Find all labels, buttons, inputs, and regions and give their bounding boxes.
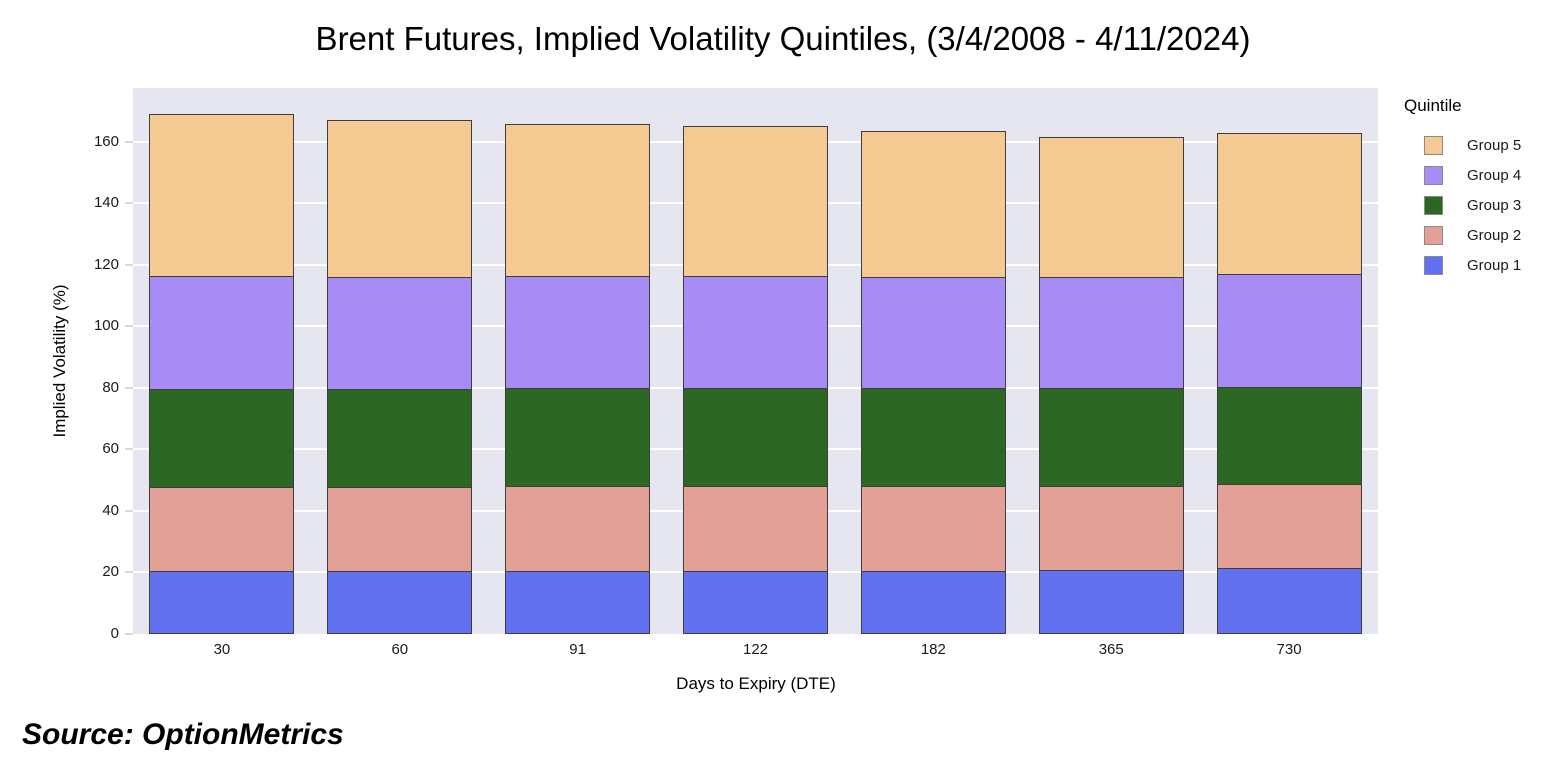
bar-segment-group-1-dte-122 xyxy=(683,570,828,634)
x-tick-label: 365 xyxy=(1098,641,1124,658)
bar-segment-group-2-dte-60 xyxy=(327,486,473,572)
bar-segment-group-4-dte-60 xyxy=(327,276,473,390)
legend-label: Group 1 xyxy=(1467,256,1522,274)
bar-segment-group-1-dte-182 xyxy=(860,570,1006,634)
bar-segment-group-1-dte-365 xyxy=(1038,570,1184,634)
plot-area xyxy=(133,88,1378,634)
legend-swatch-icon xyxy=(1424,135,1443,155)
bar-segment-group-1-dte-30 xyxy=(149,570,295,634)
x-axis-title: Days to Expiry (DTE) xyxy=(676,674,836,693)
bar-segment-group-4-dte-730 xyxy=(1216,274,1362,388)
bar-segment-group-1-dte-730 xyxy=(1216,567,1362,634)
x-tick-label: 60 xyxy=(391,641,409,658)
legend-items: Group 5 Group 4 Group 3 Group 2 Group 1 xyxy=(1404,130,1521,280)
bar-segment-group-3-dte-365 xyxy=(1038,388,1184,487)
legend-swatch-icon xyxy=(1424,195,1443,215)
legend-title: Quintile xyxy=(1404,96,1462,115)
y-tick-label: 120 xyxy=(93,255,119,273)
x-tick-label: 30 xyxy=(213,641,231,658)
bar-segment-group-4-dte-122 xyxy=(683,275,828,390)
legend-swatch-icon xyxy=(1424,255,1443,275)
bar-segment-group-2-dte-730 xyxy=(1216,483,1362,569)
legend: Quintile Group 5 Group 4 Group 3 Group 2 Gro… xyxy=(1404,96,1521,280)
x-tick-label: 182 xyxy=(920,641,946,658)
bar-segment-group-4-dte-365 xyxy=(1038,276,1184,390)
legend-label: Group 3 xyxy=(1467,196,1522,214)
bar-segment-group-3-dte-91 xyxy=(505,388,651,487)
bar-segment-group-2-dte-122 xyxy=(683,485,828,572)
y-tick-label: 80 xyxy=(102,378,119,396)
bar-segment-group-3-dte-182 xyxy=(860,388,1006,488)
y-tick-mark xyxy=(125,633,133,635)
y-tick-mark xyxy=(125,325,133,328)
bar-segment-group-4-dte-91 xyxy=(505,275,651,390)
bar-segment-group-3-dte-122 xyxy=(683,388,828,487)
y-tick-mark xyxy=(125,509,133,512)
bar-segment-group-2-dte-365 xyxy=(1038,485,1184,572)
bar-segment-group-2-dte-182 xyxy=(860,486,1006,572)
y-tick-label: 20 xyxy=(102,563,119,581)
y-tick-mark xyxy=(125,571,133,574)
bar-segment-group-2-dte-91 xyxy=(505,485,651,572)
y-tick-label: 100 xyxy=(93,317,119,335)
bar-segment-group-2-dte-30 xyxy=(149,486,295,572)
y-tick-label: 60 xyxy=(102,440,119,458)
y-tick-label: 140 xyxy=(93,194,119,212)
bar-segment-group-5-dte-30 xyxy=(149,113,295,278)
bar-segment-group-3-dte-30 xyxy=(149,388,295,488)
bar-segment-group-5-dte-91 xyxy=(505,124,651,277)
legend-swatch-icon xyxy=(1424,165,1443,185)
bar-segment-group-1-dte-91 xyxy=(505,570,651,634)
y-tick-mark xyxy=(125,263,133,266)
legend-item-group-4: Group 4 xyxy=(1404,160,1521,190)
y-axis-title: Implied Volatility (%) xyxy=(50,284,69,438)
x-tick-label: 91 xyxy=(569,641,586,658)
bar-segment-group-4-dte-30 xyxy=(149,276,295,390)
legend-label: Group 4 xyxy=(1467,166,1522,184)
legend-item-group-2: Group 2 xyxy=(1404,220,1521,250)
bar-segment-group-4-dte-182 xyxy=(860,276,1006,390)
chart-title: Brent Futures, Implied Volatility Quinti… xyxy=(315,20,1251,57)
y-tick-mark xyxy=(125,140,133,143)
bar-segment-group-5-dte-182 xyxy=(860,131,1006,278)
y-tick-label: 0 xyxy=(110,625,119,642)
bar-segment-group-5-dte-122 xyxy=(683,126,828,277)
bar-segment-group-5-dte-730 xyxy=(1216,133,1362,276)
bar-segment-group-3-dte-730 xyxy=(1216,386,1362,485)
legend-item-group-3: Group 3 xyxy=(1404,190,1521,220)
bar-segment-group-5-dte-60 xyxy=(327,120,473,278)
y-tick-mark xyxy=(125,448,133,451)
legend-item-group-1: Group 1 xyxy=(1404,250,1521,280)
x-tick-label: 730 xyxy=(1276,641,1302,658)
y-tick-label: 160 xyxy=(93,132,119,150)
legend-label: Group 2 xyxy=(1467,226,1522,244)
y-tick-mark xyxy=(125,386,133,389)
bar-segment-group-1-dte-60 xyxy=(327,570,473,634)
legend-label: Group 5 xyxy=(1467,136,1522,154)
bar-segment-group-3-dte-60 xyxy=(327,388,473,488)
legend-item-group-5: Group 5 xyxy=(1404,130,1521,160)
y-tick-label: 40 xyxy=(102,501,119,519)
legend-swatch-icon xyxy=(1424,225,1443,245)
y-tick-mark xyxy=(125,202,133,205)
x-tick-label: 122 xyxy=(742,641,769,658)
source-caption: Source: OptionMetrics xyxy=(22,718,344,751)
bar-segment-group-5-dte-365 xyxy=(1038,137,1184,278)
